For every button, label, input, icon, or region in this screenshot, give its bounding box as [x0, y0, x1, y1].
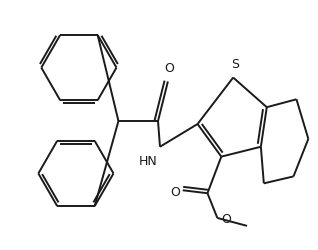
Text: S: S [231, 58, 239, 70]
Text: O: O [170, 185, 180, 198]
Text: O: O [221, 212, 231, 226]
Text: O: O [164, 61, 174, 74]
Text: HN: HN [139, 154, 157, 168]
